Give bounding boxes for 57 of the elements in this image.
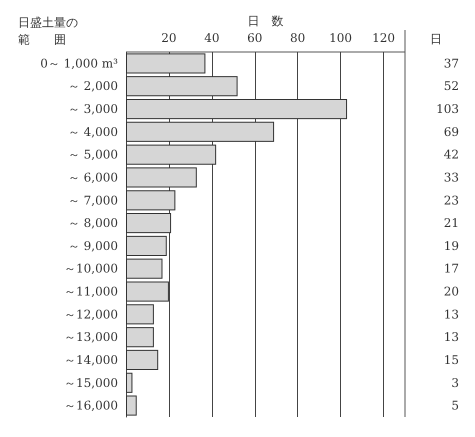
y-tick-label: ～15,000 (64, 376, 118, 390)
data-label: 52 (444, 79, 459, 94)
data-label: 69 (444, 124, 459, 139)
data-label: 13 (444, 307, 459, 322)
bar (126, 372, 132, 393)
bar (126, 190, 176, 210)
bar (126, 53, 206, 74)
x-tick-label: 120 (372, 31, 395, 45)
y-tick-label: ～ 7,000 (68, 193, 118, 208)
y-tick-label: ～10,000 (64, 262, 118, 276)
bar (126, 76, 238, 96)
y-tick-label: ～11,000 (64, 284, 118, 299)
bar (126, 144, 216, 165)
data-label: 103 (436, 102, 459, 116)
bar (126, 122, 274, 142)
bar (126, 167, 197, 188)
x-tick-label: 100 (329, 31, 352, 45)
y-tick-label: ～ 8,000 (68, 216, 118, 230)
y-axis-title: 日盛土量の範 囲 (18, 16, 78, 46)
bar (126, 327, 154, 348)
y-tick-label: ～ 6,000 (68, 170, 118, 184)
bar (126, 281, 169, 302)
data-label: 23 (444, 193, 459, 208)
y-tick-label: ～ 2,000 (68, 79, 118, 94)
x-tick-label: 20 (161, 31, 177, 45)
y-tick-label: ～ 3,000 (68, 102, 118, 116)
data-label: 37 (444, 56, 459, 70)
data-label: 33 (444, 170, 459, 184)
data-label: 3 (451, 376, 459, 390)
data-label: 13 (444, 330, 459, 344)
y-tick-label: ～16,000 (64, 398, 118, 413)
y-tick-label: ～ 9,000 (68, 238, 118, 253)
x-tick-label: 40 (204, 31, 220, 45)
bar (126, 213, 172, 234)
bar (126, 98, 348, 120)
y-tick-label: ～14,000 (64, 352, 118, 367)
data-label: 42 (444, 148, 459, 162)
bar (126, 350, 158, 370)
bar (126, 396, 137, 416)
data-label: 21 (444, 216, 459, 230)
y-tick-label: ～ 4,000 (68, 124, 118, 139)
x-tick-label: 80 (290, 31, 306, 45)
data-label: 5 (451, 398, 459, 413)
y-tick-label: 0～ 1,000 m³ (40, 56, 118, 70)
x-tick-label: 60 (247, 31, 262, 45)
bar (126, 258, 162, 279)
data-label: 19 (444, 238, 459, 253)
y-tick-label: ～ 5,000 (68, 148, 118, 162)
data-label: 17 (444, 262, 459, 276)
data-label: 20 (444, 284, 459, 299)
y-tick-label: ～13,000 (64, 330, 118, 344)
y-tick-label: ～12,000 (64, 307, 118, 322)
bar (126, 236, 167, 256)
x-axis-title: 日 数 (248, 14, 284, 28)
bar (126, 304, 154, 324)
data-label: 15 (444, 352, 459, 367)
text: 日 (430, 32, 442, 46)
